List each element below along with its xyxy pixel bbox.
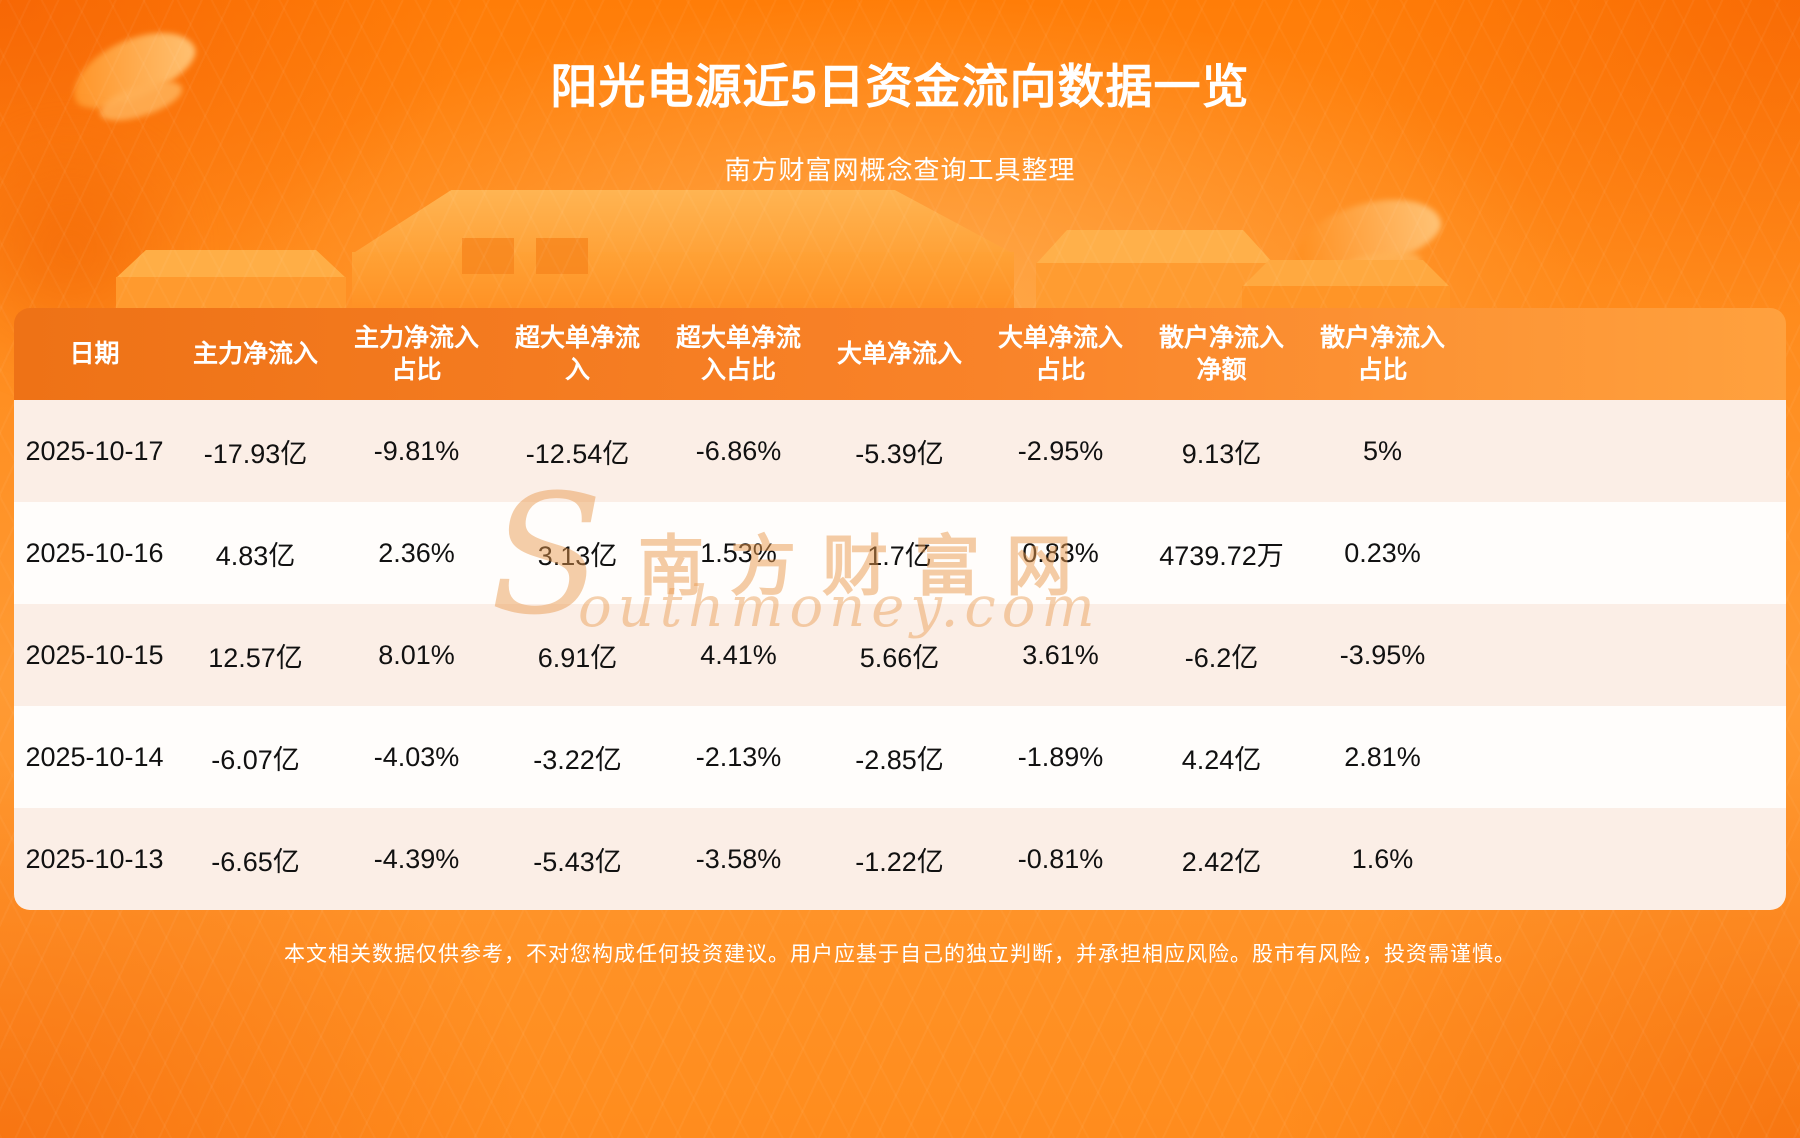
- value-cell: -3.22亿: [533, 744, 622, 775]
- date-cell: 2025-10-13: [25, 843, 164, 874]
- table-row: 2025-10-15 12.57亿 8.01% 6.91亿 4.41% 5.66亿 3.61…: [14, 604, 1786, 706]
- disclaimer-text: 本文相关数据仅供参考，不对您构成任何投资建议。用户应基于自己的独立判断，并承担相…: [284, 943, 1516, 966]
- value-cell: 4.24亿: [1181, 744, 1262, 775]
- value-cell: 6.91亿: [537, 642, 618, 673]
- value-cell: -4.03%: [373, 741, 460, 772]
- column-header: 散户净流入净额: [1158, 323, 1284, 385]
- value-cell: 5.66亿: [859, 642, 940, 673]
- value-cell: -6.2亿: [1184, 642, 1259, 673]
- column-header: 超大单净流入占比: [675, 323, 801, 385]
- value-cell: 3.13亿: [537, 540, 618, 571]
- value-cell: -6.07亿: [211, 744, 300, 775]
- decor-podium-notch: [462, 238, 514, 274]
- value-cell: 2.81%: [1344, 741, 1421, 772]
- value-cell: -0.81%: [1017, 843, 1104, 874]
- table-row: 2025-10-17 -17.93亿 -9.81% -12.54亿 -6.86% -5.3…: [14, 400, 1786, 502]
- decor-podium-right1-top: [1036, 230, 1274, 264]
- value-cell: 1.6%: [1351, 843, 1414, 874]
- column-header: 散户净流入占比: [1319, 323, 1445, 385]
- value-cell: 12.57亿: [208, 642, 303, 673]
- value-cell: 8.01%: [378, 639, 455, 670]
- table-row: 2025-10-14 -6.07亿 -4.03% -3.22亿 -2.13% -2.85亿…: [14, 706, 1786, 808]
- decor-podium-right2-top: [1242, 260, 1450, 287]
- value-cell: -12.54亿: [525, 438, 630, 469]
- value-cell: -3.58%: [695, 843, 782, 874]
- decor-leaf-right: [1286, 184, 1448, 288]
- decor-podium-right1-front: [1036, 263, 1274, 314]
- value-cell: -1.89%: [1017, 741, 1104, 772]
- value-cell: 4.41%: [700, 639, 777, 670]
- value-cell: -17.93亿: [203, 438, 308, 469]
- date-cell: 2025-10-14: [25, 741, 164, 772]
- date-cell: 2025-10-15: [25, 639, 164, 670]
- value-cell: 1.53%: [700, 537, 777, 568]
- value-cell: -6.86%: [695, 435, 782, 466]
- column-header: 超大单净流入: [514, 323, 640, 385]
- value-cell: -9.81%: [373, 435, 460, 466]
- value-cell: 9.13亿: [1181, 438, 1262, 469]
- value-cell: 4739.72万: [1159, 540, 1284, 571]
- decor-podium-center-top: [352, 190, 1014, 254]
- value-cell: -5.43亿: [533, 846, 622, 877]
- value-cell: -2.13%: [695, 741, 782, 772]
- value-cell: -1.22亿: [855, 846, 944, 877]
- page-subtitle: 南方财富网概念查询工具整理: [724, 155, 1076, 185]
- table-row: 2025-10-13 -6.65亿 -4.39% -5.43亿 -3.58% -1.22亿…: [14, 808, 1786, 910]
- value-cell: -5.39亿: [855, 438, 944, 469]
- value-cell: -6.65亿: [211, 846, 300, 877]
- column-header: 日期: [69, 339, 120, 368]
- decor-podium-left-top: [116, 250, 346, 278]
- table-body: 2025-10-17 -17.93亿 -9.81% -12.54亿 -6.86% -5.3…: [14, 400, 1786, 910]
- date-cell: 2025-10-17: [25, 435, 164, 466]
- table-header-row: 日期 主力净流入 主力净流入占比 超大单净流入 超大单净流入占比 大单净流入 大单净流入占比…: [14, 308, 1786, 400]
- date-cell: 2025-10-16: [25, 537, 164, 568]
- column-header: 主力净流入占比: [353, 323, 479, 385]
- value-cell: 2.42亿: [1181, 846, 1262, 877]
- value-cell: -2.85亿: [855, 744, 944, 775]
- page-title: 阳光电源近5日资金流向数据一览: [550, 60, 1250, 113]
- value-cell: 0.23%: [1344, 537, 1421, 568]
- value-cell: -2.95%: [1017, 435, 1104, 466]
- value-cell: 0.83%: [1022, 537, 1099, 568]
- capital-flow-table: 日期 主力净流入 主力净流入占比 超大单净流入 超大单净流入占比 大单净流入 大单净流入占比…: [14, 308, 1786, 910]
- table-row: 2025-10-16 4.83亿 2.36% 3.13亿 1.53% 1.7亿 0.83% 4…: [14, 502, 1786, 604]
- decor-podium-center-front: [352, 252, 1014, 314]
- column-header: 主力净流入: [192, 339, 318, 368]
- value-cell: 1.7亿: [867, 540, 932, 571]
- value-cell: 4.83亿: [215, 540, 296, 571]
- column-header: 大单净流入: [836, 339, 962, 368]
- column-header: 大单净流入占比: [997, 323, 1123, 385]
- value-cell: 2.36%: [378, 537, 455, 568]
- value-cell: 3.61%: [1022, 639, 1099, 670]
- value-cell: -3.95%: [1339, 639, 1426, 670]
- decor-podium-notch: [536, 238, 588, 274]
- value-cell: 5%: [1362, 435, 1403, 466]
- decor-leaf-right-small: [1327, 244, 1425, 294]
- value-cell: -4.39%: [373, 843, 460, 874]
